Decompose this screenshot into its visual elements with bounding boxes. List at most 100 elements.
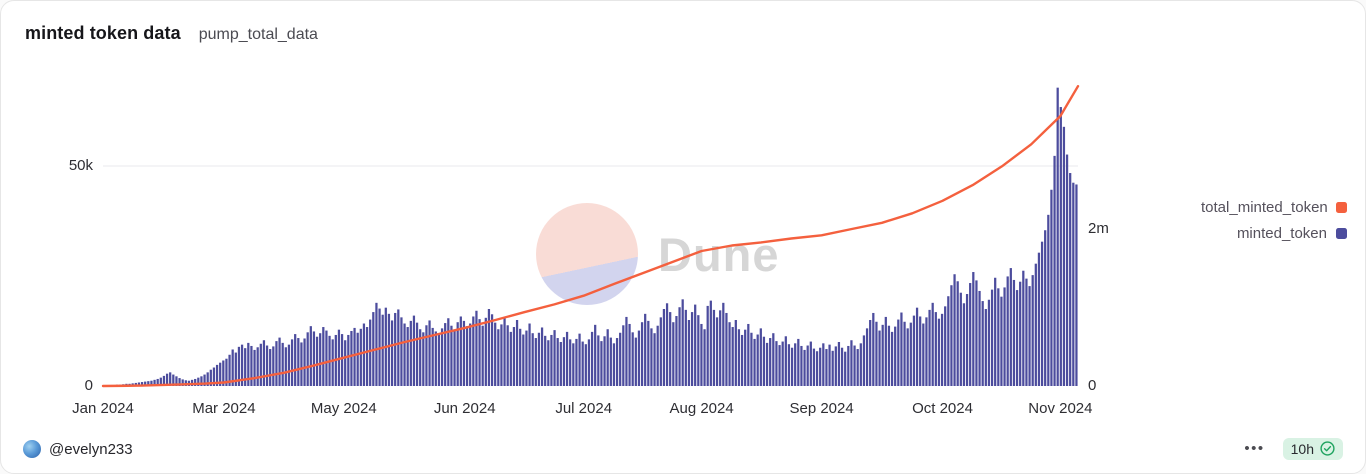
bar: [994, 277, 997, 386]
bar: [900, 312, 903, 386]
bar: [744, 329, 747, 386]
bar: [415, 322, 419, 386]
bar: [278, 337, 281, 386]
bar: [172, 374, 175, 386]
bar: [1065, 154, 1069, 386]
bar: [709, 300, 712, 386]
bar: [519, 328, 522, 386]
bar: [425, 325, 428, 386]
bar: [731, 327, 734, 386]
bar: [1059, 107, 1062, 386]
x-tick-label: Jul 2024: [555, 400, 613, 417]
bar: [175, 376, 178, 386]
bar: [344, 340, 347, 386]
bar: [719, 310, 722, 386]
y-axis-left-labels: 0 50k: [29, 76, 93, 394]
bar: [672, 322, 675, 386]
chart-legend: total_minted_token minted_token: [1201, 199, 1347, 242]
bar: [562, 337, 566, 386]
plot-svg[interactable]: [101, 76, 1080, 388]
bar: [528, 323, 531, 386]
bar: [878, 330, 881, 386]
bar: [1034, 263, 1037, 386]
bar: [331, 339, 334, 386]
bar: [547, 340, 550, 386]
bar: [453, 330, 456, 386]
bar: [300, 342, 303, 386]
bar: [475, 310, 478, 386]
bar: [772, 333, 775, 386]
bar: [497, 329, 500, 386]
footer-actions: ••• 10h: [1242, 437, 1343, 460]
bar: [137, 382, 141, 386]
bar: [178, 378, 181, 386]
bar: [1031, 275, 1034, 386]
bar: [284, 347, 287, 386]
bar: [815, 351, 819, 386]
legend-item-total-minted-token[interactable]: total_minted_token: [1201, 199, 1347, 216]
bar: [775, 341, 778, 386]
bar: [575, 338, 578, 386]
bar: [525, 330, 528, 386]
bar: [512, 327, 516, 386]
author-handle[interactable]: @evelyn233: [49, 440, 133, 458]
bar: [909, 322, 912, 386]
bar: [1075, 184, 1078, 386]
bar: [531, 333, 534, 386]
bar: [1009, 268, 1012, 386]
bar: [922, 323, 925, 386]
bar: [737, 329, 741, 386]
x-tick-label: Oct 2024: [912, 400, 973, 417]
bar: [215, 364, 219, 386]
bar: [1028, 286, 1031, 386]
bar: [287, 344, 291, 386]
bar: [478, 319, 481, 386]
bar: [194, 378, 197, 386]
bar: [219, 362, 222, 386]
bar: [1050, 189, 1053, 386]
more-options-button[interactable]: •••: [1244, 440, 1265, 457]
bar: [537, 332, 541, 386]
plot-area[interactable]: [101, 76, 1080, 388]
bar: [362, 323, 366, 386]
bar: [765, 342, 769, 386]
bar: [756, 334, 759, 386]
bar: [381, 314, 384, 386]
y-right-tick-label: 0: [1088, 377, 1097, 394]
bar: [140, 382, 144, 386]
bar: [365, 327, 369, 386]
bar: [819, 347, 822, 386]
bar: [587, 339, 591, 386]
bar: [281, 342, 284, 386]
bar: [494, 322, 497, 386]
bar: [556, 338, 559, 386]
bar: [340, 334, 344, 386]
bar: [803, 349, 806, 386]
bar: [578, 333, 581, 386]
bar: [856, 349, 859, 386]
bar: [447, 318, 450, 386]
bar: [609, 337, 612, 386]
bar: [569, 339, 572, 386]
bar: [615, 338, 619, 386]
bar: [581, 341, 584, 386]
bar: [387, 313, 391, 386]
chart-subtitle: pump_total_data: [198, 26, 318, 43]
bar: [550, 334, 553, 386]
bar: [350, 331, 353, 386]
bar: [903, 321, 906, 386]
author-avatar[interactable]: [23, 440, 41, 458]
bar: [256, 347, 259, 386]
bar: [397, 309, 400, 386]
bar: [919, 316, 922, 386]
legend-item-minted-token[interactable]: minted_token: [1237, 225, 1347, 242]
bar: [1025, 278, 1028, 386]
bar: [515, 320, 519, 386]
bar: [428, 320, 431, 386]
bar: [975, 280, 978, 386]
chart-title: minted token data: [25, 23, 181, 43]
freshness-badge[interactable]: 10h: [1282, 437, 1343, 460]
bar: [753, 338, 756, 386]
bar: [725, 312, 728, 386]
bar: [394, 312, 397, 386]
